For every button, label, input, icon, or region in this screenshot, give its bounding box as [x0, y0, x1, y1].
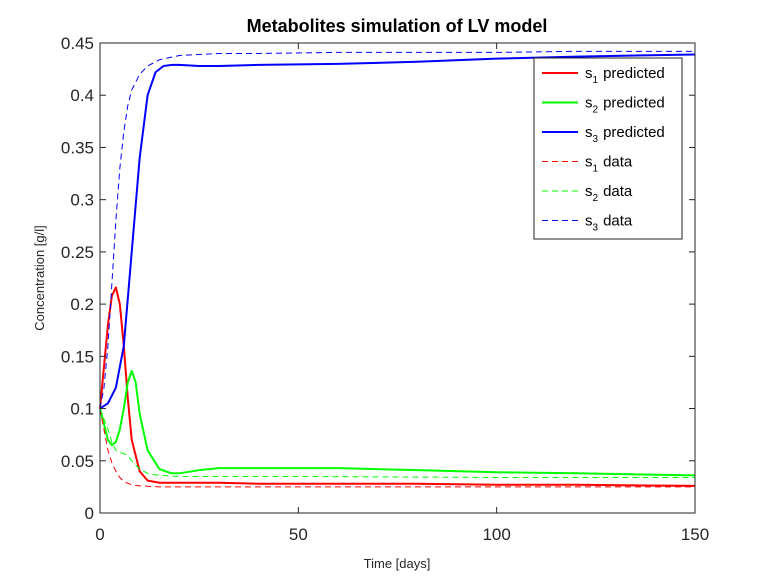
series-layer: [99, 50, 696, 488]
x-tick-label: 50: [289, 525, 308, 544]
y-tick-label: 0.05: [61, 452, 94, 471]
series-line-2: [99, 369, 696, 477]
y-tick-label: 0.45: [61, 34, 94, 53]
series-line-3: [99, 53, 696, 410]
series-line-1: [99, 286, 696, 487]
x-axis-label: Time [days]: [364, 556, 431, 571]
y-tick-label: 0.1: [70, 400, 94, 419]
y-tick-label: 0.4: [70, 86, 94, 105]
y-tick-label: 0.25: [61, 243, 94, 262]
y-tick-label: 0.15: [61, 347, 94, 366]
legend: s1 predicted s2 predicted s3 predicted s1 data s…: [533, 57, 683, 240]
legend-label-4: s1 data: [585, 154, 633, 175]
x-tick-label: 100: [482, 525, 510, 544]
series-line-5: [99, 408, 695, 478]
axes-border: [99, 42, 696, 514]
y-tick-label: 0.35: [61, 138, 94, 157]
legend-label-2: s2 predicted: [585, 95, 665, 116]
y-tick-label: 0.3: [70, 191, 94, 210]
y-axis-label: Concentration [g/l]: [32, 225, 47, 331]
axes-frame: [99, 42, 696, 514]
x-tick-label: 150: [681, 525, 709, 544]
y-tick-label: 0.2: [70, 295, 94, 314]
legend-label-5: s2 data: [585, 183, 633, 204]
x-tick-label: 0: [95, 525, 104, 544]
ticks-layer: 0 50 100 150 0 0.05 0.1 0.15 0.2 0.25 0.3 0.35 0.4 0.…: [61, 34, 709, 544]
legend-box: [533, 57, 683, 240]
y-tick-label: 0: [85, 504, 94, 523]
legend-label-3: s3 predicted: [585, 124, 665, 145]
series-line-6: [99, 50, 695, 409]
legend-label-6: s3 data: [585, 213, 633, 234]
chart-title: Metabolites simulation of LV model: [247, 16, 548, 36]
legend-label-1: s1 predicted: [585, 65, 665, 86]
